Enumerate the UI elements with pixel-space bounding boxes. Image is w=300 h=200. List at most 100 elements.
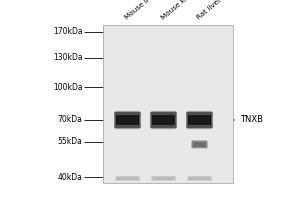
Bar <box>152 176 175 181</box>
Bar <box>116 176 139 181</box>
Bar <box>187 111 212 129</box>
Text: 55kDa: 55kDa <box>58 138 82 146</box>
Bar <box>151 111 176 129</box>
Bar <box>116 176 139 181</box>
Bar <box>152 176 175 181</box>
Bar <box>150 112 177 128</box>
Bar <box>187 111 212 129</box>
Bar <box>114 112 141 128</box>
Bar <box>150 112 177 128</box>
Bar <box>151 112 176 128</box>
Bar <box>191 141 208 148</box>
Bar <box>152 176 176 181</box>
Bar <box>188 176 211 181</box>
Bar <box>152 176 176 181</box>
Bar <box>191 141 208 148</box>
Bar <box>151 111 176 129</box>
Bar <box>103 25 232 183</box>
Bar <box>150 112 177 128</box>
Bar <box>116 110 140 130</box>
Bar <box>116 176 139 181</box>
Bar <box>115 111 140 129</box>
Bar <box>151 111 176 129</box>
Bar <box>192 140 207 149</box>
Bar <box>114 112 141 128</box>
Bar <box>115 176 140 180</box>
Bar <box>116 115 139 125</box>
Bar <box>152 176 175 181</box>
Bar <box>188 110 211 130</box>
Bar <box>152 115 175 125</box>
Bar <box>152 176 175 181</box>
Bar <box>116 176 140 181</box>
Bar <box>152 176 175 181</box>
Bar <box>186 112 213 128</box>
Bar <box>192 140 207 149</box>
Bar <box>188 176 211 181</box>
Bar <box>151 176 176 180</box>
Text: Mouse liver: Mouse liver <box>124 0 159 21</box>
Bar <box>152 111 176 129</box>
Bar <box>188 115 211 125</box>
Bar <box>192 140 207 149</box>
Bar <box>103 25 232 183</box>
Bar <box>187 176 212 180</box>
Bar <box>189 177 210 180</box>
Bar <box>115 111 140 129</box>
Text: 170kDa: 170kDa <box>53 27 82 36</box>
Bar <box>115 176 140 181</box>
Bar <box>187 176 212 180</box>
Bar <box>153 177 174 180</box>
Bar <box>117 177 138 180</box>
Bar <box>193 142 206 147</box>
Bar <box>191 141 208 148</box>
Bar <box>115 176 140 180</box>
Bar <box>192 140 207 149</box>
Bar <box>186 112 213 128</box>
Text: Mouse kidney: Mouse kidney <box>160 0 202 21</box>
Bar <box>152 110 176 130</box>
Bar <box>188 176 212 181</box>
Bar <box>115 111 140 129</box>
Bar <box>114 112 141 128</box>
Bar <box>115 112 140 128</box>
Bar <box>188 110 212 130</box>
Bar <box>187 176 212 180</box>
Bar <box>192 140 207 148</box>
Bar <box>188 176 211 181</box>
Bar <box>151 111 176 129</box>
Bar <box>187 176 212 181</box>
Bar <box>187 111 212 129</box>
Bar <box>186 112 213 128</box>
Bar <box>116 176 139 181</box>
Bar <box>152 110 175 130</box>
Bar <box>116 110 139 130</box>
Bar <box>188 176 211 181</box>
Bar <box>151 176 176 180</box>
Bar <box>186 112 213 128</box>
Bar <box>151 176 176 180</box>
Bar <box>151 176 176 181</box>
Text: 130kDa: 130kDa <box>53 53 82 62</box>
Bar <box>192 140 207 149</box>
Bar <box>116 176 140 181</box>
Bar <box>116 111 140 129</box>
Text: 40kDa: 40kDa <box>58 172 82 182</box>
Bar <box>115 176 140 181</box>
Bar <box>116 176 139 181</box>
Bar <box>115 111 140 129</box>
Bar <box>151 176 176 181</box>
Bar <box>188 176 212 181</box>
Bar <box>150 112 177 128</box>
Bar <box>114 112 141 128</box>
Bar <box>187 176 212 181</box>
Bar <box>115 176 140 180</box>
Bar <box>187 112 212 128</box>
Bar <box>192 140 207 148</box>
Bar <box>188 176 211 181</box>
Text: 100kDa: 100kDa <box>53 83 82 92</box>
Bar <box>187 111 212 129</box>
Bar <box>192 141 207 148</box>
Text: 70kDa: 70kDa <box>58 116 82 124</box>
Bar <box>188 111 212 129</box>
